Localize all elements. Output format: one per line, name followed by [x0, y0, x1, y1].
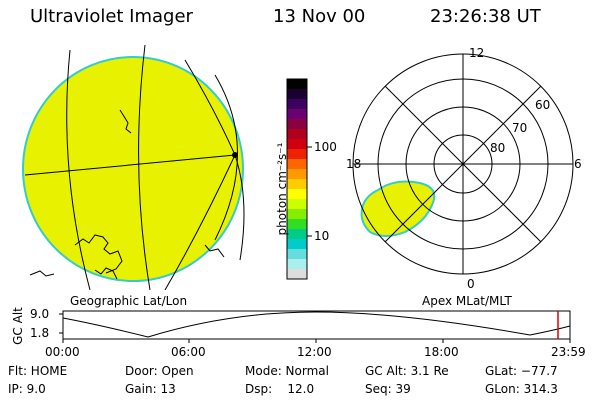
mlt-label-left: 18: [346, 157, 362, 171]
coastline: [119, 109, 132, 134]
coastline: [204, 244, 225, 258]
colorbar-segment: [287, 139, 307, 150]
altitude-curve: [62, 311, 571, 338]
lon-line: [164, 154, 236, 290]
timeline-x-tick-label: 00:00: [45, 345, 80, 359]
colorbar-segment: [287, 209, 307, 220]
mlt-label-right: 6: [574, 157, 582, 171]
timeline-y-tick-label: 1.8: [30, 326, 50, 340]
colorbar-segment: [287, 269, 307, 280]
coastline: [74, 234, 123, 274]
right-map-caption: Apex MLat/MLT: [422, 294, 512, 308]
colorbar-segment: [287, 159, 307, 170]
colorbar-segment: [287, 179, 307, 190]
info-glat: GLat: −77.7: [485, 364, 558, 378]
timeline-y-tick-label: 9.0: [30, 307, 50, 321]
colorbar-tick-label: 10: [314, 229, 330, 243]
colorbar-segment: [287, 109, 307, 120]
colorbar-unit-label: photon cm⁻²s⁻¹: [275, 142, 289, 236]
info-door: Door: Open: [125, 364, 194, 378]
coastline: [94, 267, 118, 280]
aurora-image-disk: [22, 56, 244, 282]
colorbar-segment: [287, 89, 307, 100]
coastline: [29, 270, 55, 277]
colorbar-segment: [287, 149, 307, 160]
info-seq: Seq: 39: [365, 382, 411, 396]
lon-line: [138, 44, 151, 290]
colorbar-segment: [287, 129, 307, 140]
date-label: 13 Nov 00: [273, 6, 366, 27]
info-ip: IP: 9.0: [8, 382, 46, 396]
timeline-x-tick-label: 18:00: [424, 345, 459, 359]
timeline-x-tick-label: 12:00: [297, 345, 332, 359]
colorbar-segment: [287, 119, 307, 130]
lon-line: [66, 49, 91, 290]
geographic-map: [22, 44, 245, 290]
colorbar-tick-label: 100: [314, 140, 337, 154]
lat-line: [24, 154, 236, 176]
altitude-timeline: [59, 310, 571, 343]
colorbar-segment: [287, 199, 307, 210]
polar-plot: [352, 53, 574, 275]
info-gain: Gain: 13: [125, 382, 176, 396]
colorbar: [286, 78, 308, 280]
info-glon: GLon: 314.3: [485, 382, 558, 396]
timeline-x-tick-label: 06:00: [171, 345, 206, 359]
colorbar-frame: [286, 78, 308, 280]
mlt-line-diag: [384, 85, 542, 243]
lon-line: [234, 154, 245, 261]
colorbar-segment: [287, 189, 307, 200]
aurora-blob: [360, 180, 436, 237]
colorbar-segment: [287, 169, 307, 180]
mlt-label-bottom: 0: [467, 277, 475, 291]
time-label: 23:26:38 UT: [430, 6, 541, 27]
colorbar-segment: [287, 99, 307, 110]
colorbar-segment: [287, 79, 307, 90]
lat-label-60: 60: [535, 98, 551, 112]
left-map-caption: Geographic Lat/Lon: [70, 294, 188, 308]
colorbar-segment: [287, 249, 307, 260]
mlt-label-top: 12: [469, 46, 485, 60]
info-dsp: Dsp: 12.0: [245, 382, 315, 396]
app-title: Ultraviolet Imager: [30, 6, 193, 27]
pole-marker: [232, 152, 238, 158]
colorbar-segment: [287, 259, 307, 270]
timeline-ylabel: GC Alt: [11, 307, 25, 345]
info-gc-alt: GC Alt: 3.1 Re: [365, 364, 449, 378]
lat-label-70: 70: [512, 121, 528, 135]
lon-line: [184, 59, 236, 156]
colorbar-segment: [287, 229, 307, 240]
timeline-x-tick-label: 23:59: [551, 345, 586, 359]
lat-label-80: 80: [490, 141, 506, 155]
colorbar-segment: [287, 219, 307, 230]
colorbar-segment: [287, 239, 307, 250]
info-mode: Mode: Normal: [245, 364, 329, 378]
info-flight: Flt: HOME: [8, 364, 68, 378]
